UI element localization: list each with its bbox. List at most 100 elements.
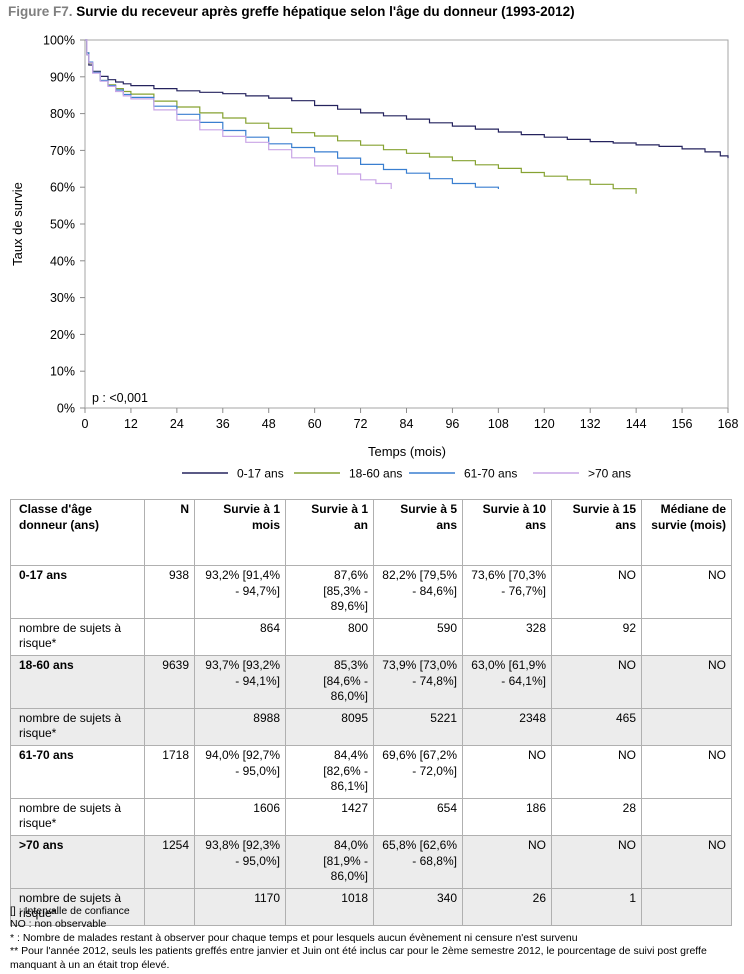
series-line-4	[85, 39, 392, 189]
column-header: Survie à 5 ans	[373, 499, 463, 566]
table-cell: 69,6% [67,2% - 72,0%]	[373, 744, 463, 799]
table-row: nombre de sujets à risque* 8988 8095 5221 23…	[10, 707, 732, 746]
table-cell: 340	[373, 887, 463, 926]
table-cell: 8095	[285, 707, 374, 746]
table-row: 18-60 ans 9639 93,7% [93,2% - 94,1%] 85,3% …	[10, 654, 732, 709]
table-cell: 0-17 ans	[10, 565, 145, 619]
x-tick-label: 12	[124, 417, 138, 431]
series-line-1	[85, 39, 729, 159]
x-tick-label: 24	[170, 417, 184, 431]
table-cell: 87,6% [85,3% - 89,6%]	[285, 565, 374, 619]
x-tick-label: 60	[308, 417, 322, 431]
table-cell: 94,0% [92,7% - 95,0%]	[194, 744, 286, 799]
y-tick-label: 10%	[50, 365, 75, 379]
x-tick-label: 96	[445, 417, 459, 431]
series-line-3	[85, 39, 499, 189]
series-line-2	[85, 39, 637, 194]
column-header: Classe d'âge donneur (ans)	[10, 499, 145, 566]
legend: 0-17 ans 18-60 ans 61-70 ans >70 ans	[182, 467, 631, 481]
table-cell: NO	[641, 565, 732, 619]
table-cell: 864	[194, 617, 286, 656]
y-tick-label: 30%	[50, 291, 75, 305]
y-tick-label: 20%	[50, 328, 75, 342]
y-axis: 0% 10% 20% 30% 40% 50% 60% 70% 80% 90% 100%	[43, 34, 85, 416]
table-header-row: Classe d'âge donneur (ans) N Survie à 1 mo…	[10, 499, 732, 566]
table-cell: NO	[641, 744, 732, 799]
column-header: Survie à 1 an	[285, 499, 374, 566]
y-tick-label: 0%	[57, 402, 75, 416]
x-tick-label: 84	[400, 417, 414, 431]
footnote: ** Pour l'année 2012, seuls les patients…	[10, 945, 707, 971]
p-value-annotation: p : <0,001	[92, 391, 148, 405]
column-header: Médiane de survie (mois)	[641, 499, 732, 566]
legend-label-4: >70 ans	[588, 467, 631, 481]
figure-title: Figure F7. Survie du receveur après gref…	[8, 4, 575, 19]
x-tick-label: 168	[718, 417, 739, 431]
table-cell	[641, 887, 732, 926]
footnote: * : Nombre de malades restant à observer…	[10, 931, 578, 944]
table-cell: nombre de sujets à risque*	[10, 617, 145, 656]
x-tick-label: 72	[354, 417, 368, 431]
table-cell: 465	[551, 707, 642, 746]
table-row: 0-17 ans 938 93,2% [91,4% - 94,7%] 87,6% [8…	[10, 565, 732, 619]
table-cell: 73,9% [73,0% - 74,8%]	[373, 654, 463, 709]
table-cell: 63,0% [61,9% - 64,1%]	[462, 654, 552, 709]
table-cell: NO	[551, 744, 642, 799]
table-cell: 1606	[194, 797, 286, 836]
table-row: nombre de sujets à risque* 864 800 590 328 92	[10, 617, 732, 656]
table-cell: NO	[641, 834, 732, 889]
table-row: nombre de sujets à risque* 1606 1427 654 186…	[10, 797, 732, 836]
table-cell: 85,3% [84,6% - 86,0%]	[285, 654, 374, 709]
table-row: nombre de sujets à risque* 1170 1018 340 26 1	[10, 887, 732, 926]
table-cell: 1254	[144, 834, 195, 889]
table-cell: 9639	[144, 654, 195, 709]
x-tick-label: 156	[672, 417, 693, 431]
x-tick-label: 108	[488, 417, 509, 431]
plot-frame	[84, 39, 729, 409]
table-cell: 61-70 ans	[10, 744, 145, 799]
table-cell: 28	[551, 797, 642, 836]
survival-chart: 0% 10% 20% 30% 40% 50% 60% 70% 80% 90% 100% 0 12 24 3…	[10, 34, 739, 481]
table-cell: NO	[641, 654, 732, 709]
series-layer	[85, 39, 729, 194]
table-cell	[641, 617, 732, 656]
table-cell	[641, 707, 732, 746]
table-cell: 82,2% [79,5% - 84,6%]	[373, 565, 463, 619]
y-tick-label: 40%	[50, 254, 75, 268]
table-cell: 938	[144, 565, 195, 619]
table-cell: NO	[551, 654, 642, 709]
x-tick-label: 36	[216, 417, 230, 431]
table-cell: 590	[373, 617, 463, 656]
legend-label-2: 18-60 ans	[349, 467, 402, 481]
y-axis-label: Taux de survie	[10, 182, 25, 266]
table-cell: 1170	[194, 887, 286, 926]
table-body: 0-17 ans 938 93,2% [91,4% - 94,7%] 87,6% [8…	[10, 565, 732, 926]
figure-title-text: Survie du receveur après greffe hépatiqu…	[76, 4, 575, 19]
table-cell: >70 ans	[10, 834, 145, 889]
column-header: N	[144, 499, 195, 566]
legend-label-3: 61-70 ans	[464, 467, 517, 481]
table-cell: nombre de sujets à risque*	[10, 797, 145, 836]
x-tick-label: 120	[534, 417, 555, 431]
table-cell: nombre de sujets à risque*	[10, 887, 145, 926]
table-cell: 5221	[373, 707, 463, 746]
table-cell: 92	[551, 617, 642, 656]
y-tick-label: 50%	[50, 218, 75, 232]
table-cell: 65,8% [62,6% - 68,8%]	[373, 834, 463, 889]
table-cell: 93,7% [93,2% - 94,1%]	[194, 654, 286, 709]
footnote: NO : non observable	[10, 918, 107, 931]
x-tick-label: 144	[626, 417, 647, 431]
table-cell: 654	[373, 797, 463, 836]
table-cell: 1018	[285, 887, 374, 926]
table-cell	[144, 887, 195, 926]
table-cell: 1427	[285, 797, 374, 836]
x-axis: 0 12 24 36 48 60 72 84 96 108 120 132 144 156 168	[82, 408, 739, 431]
table-cell	[144, 707, 195, 746]
table-cell: NO	[551, 565, 642, 619]
y-tick-label: 90%	[50, 70, 75, 84]
figure-label: Figure F7.	[8, 4, 73, 19]
x-tick-label: 0	[82, 417, 89, 431]
table-cell: 73,6% [70,3% - 76,7%]	[462, 565, 552, 619]
table-row: 61-70 ans 1718 94,0% [92,7% - 95,0%] 84,4% …	[10, 744, 732, 799]
table-cell	[144, 617, 195, 656]
